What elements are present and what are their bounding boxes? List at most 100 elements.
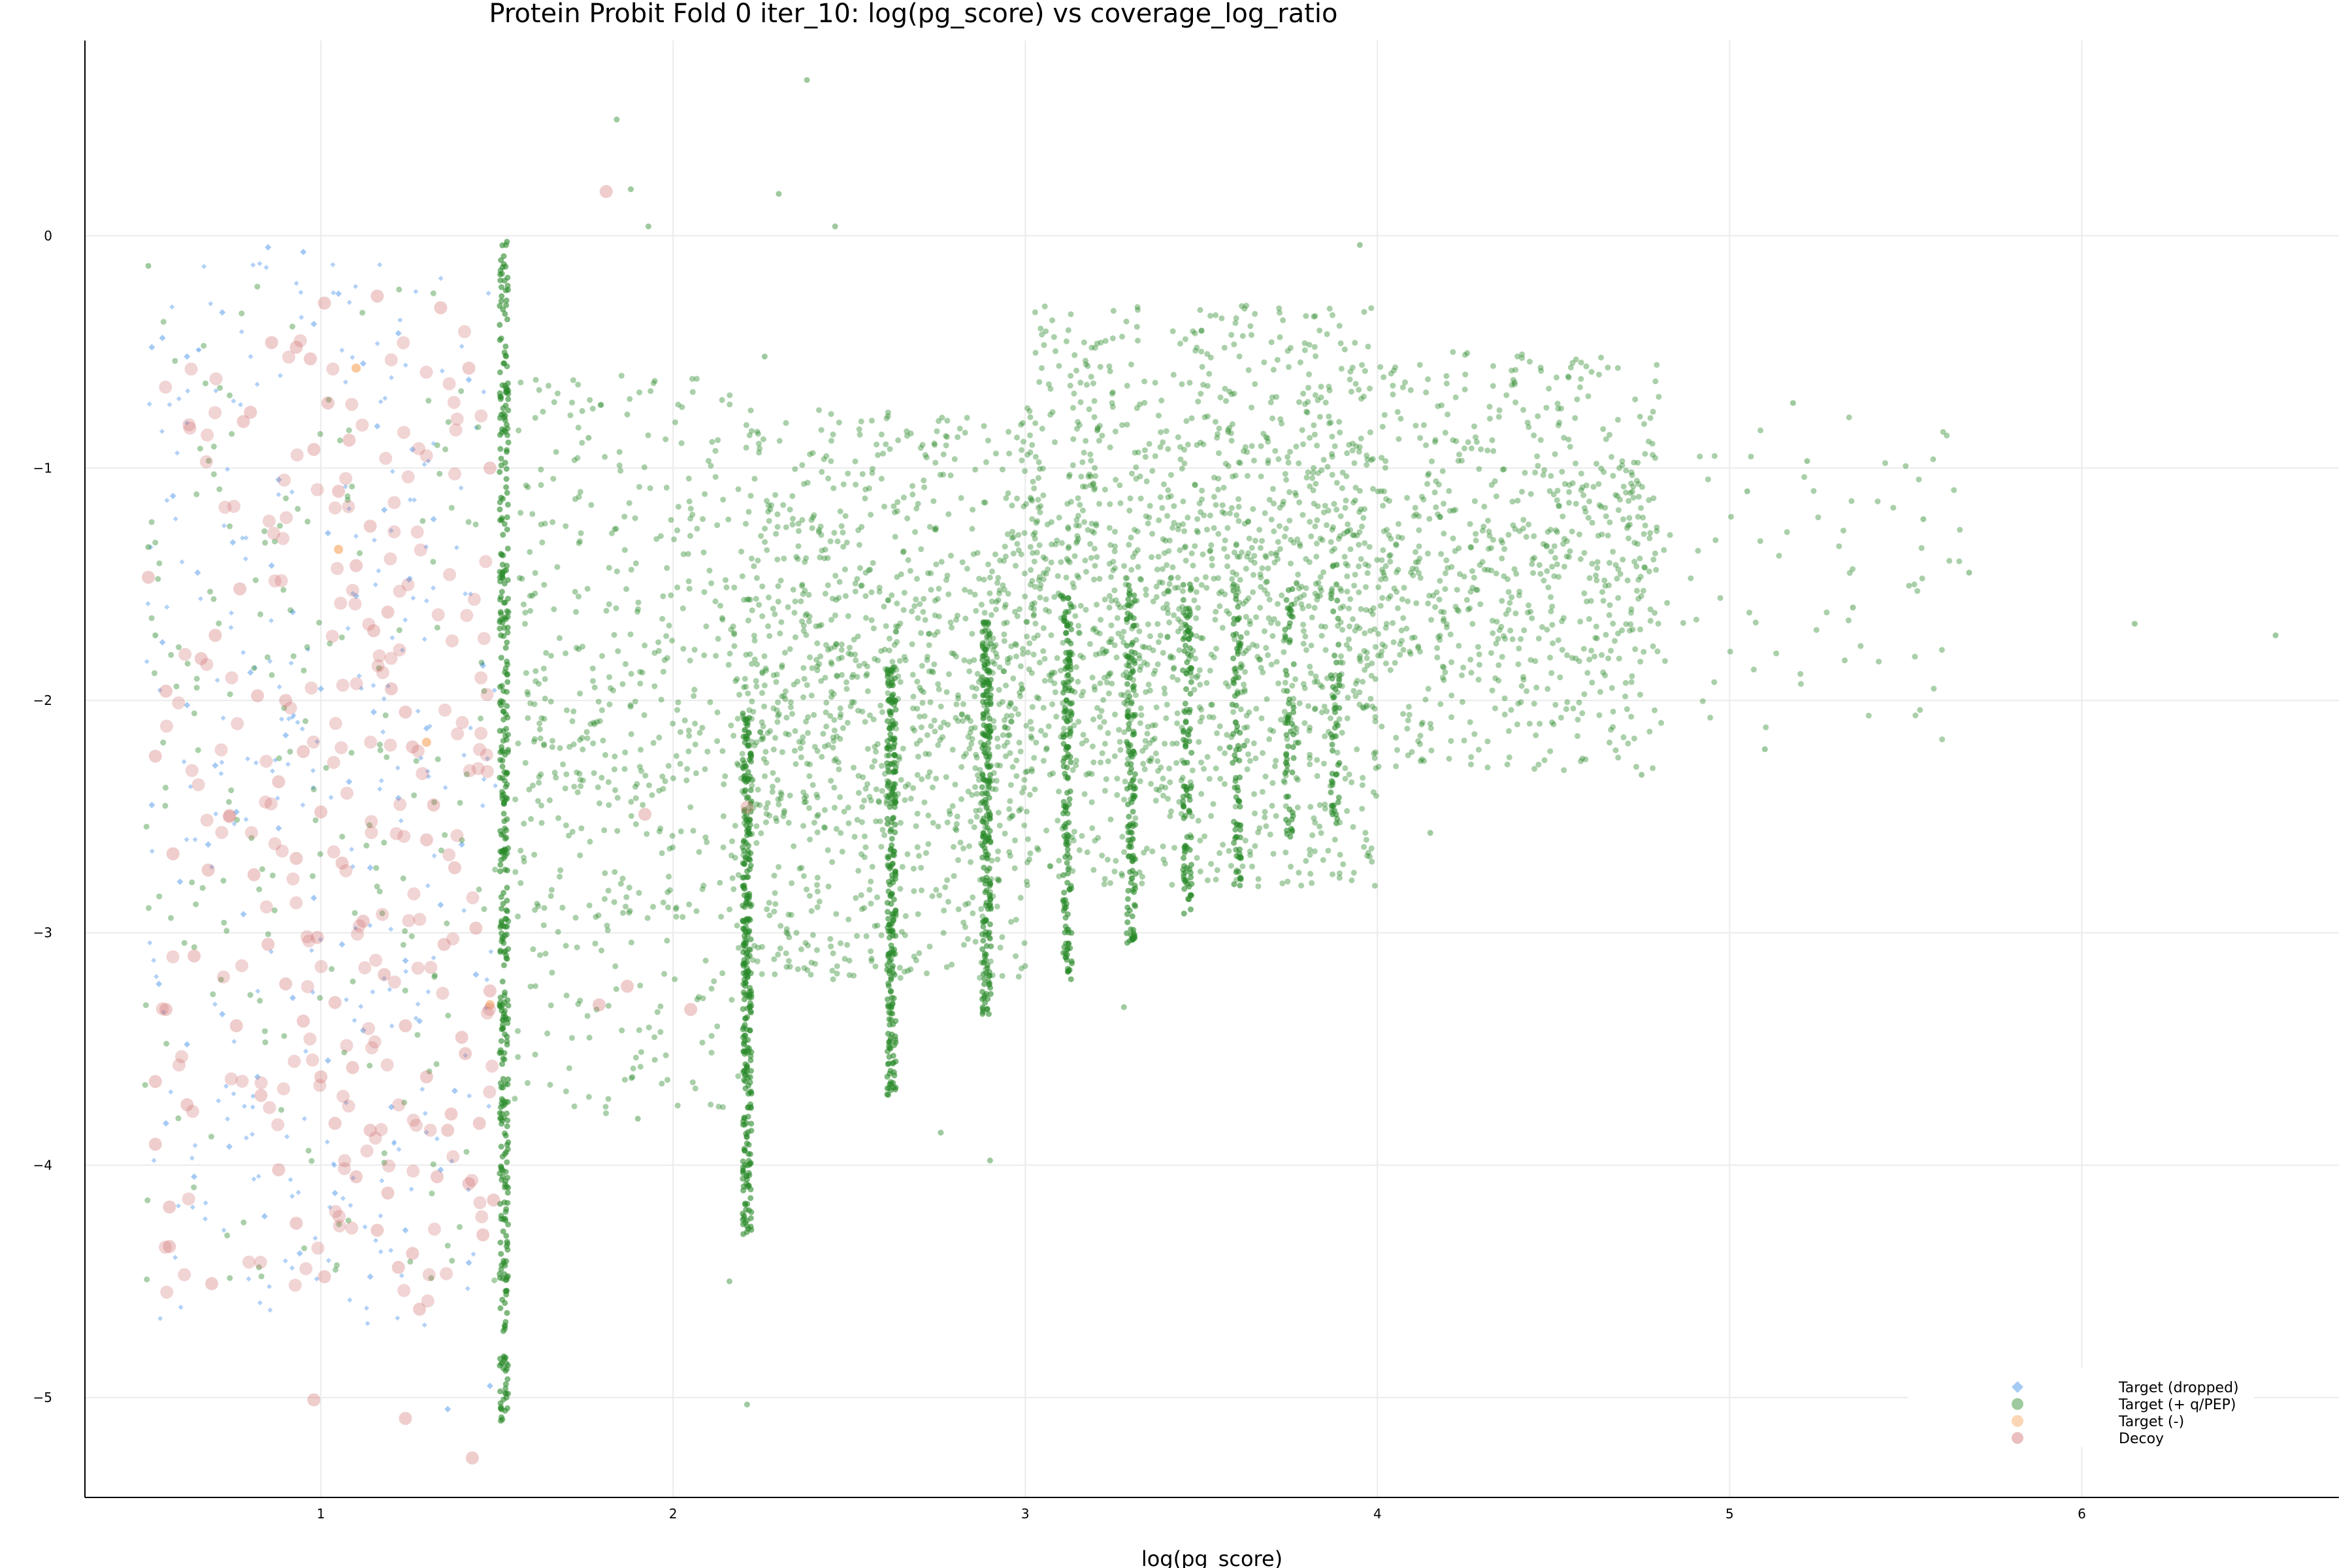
point-target-qpep — [1399, 596, 1405, 602]
point-target-qpep — [543, 649, 549, 656]
point-target-qpep — [700, 515, 706, 522]
point-target-dropped — [409, 446, 416, 453]
point-target-qpep — [1164, 562, 1170, 568]
point-target-qpep — [497, 321, 503, 328]
point-target-qpep — [547, 1081, 553, 1088]
point-target-dropped — [344, 997, 350, 1003]
point-target-dropped — [359, 685, 365, 691]
point-target-qpep — [1318, 384, 1324, 390]
point-target-qpep — [958, 764, 965, 770]
point-target-qpep — [1037, 509, 1043, 515]
point-target-qpep — [1159, 504, 1166, 511]
point-target-qpep — [1196, 667, 1203, 674]
point-target-qpep — [914, 810, 921, 817]
point-target-qpep — [785, 911, 792, 918]
point-target-qpep — [1564, 652, 1571, 659]
point-target-qpep — [497, 336, 503, 343]
point-target-qpep — [946, 808, 953, 814]
point-target-qpep — [624, 411, 630, 417]
point-target-qpep — [1102, 338, 1109, 344]
point-target-qpep — [966, 843, 972, 849]
point-target-qpep — [1531, 766, 1538, 772]
point-target-qpep — [1361, 647, 1367, 654]
point-target-qpep — [1024, 405, 1031, 412]
point-target-qpep — [686, 585, 693, 592]
point-target-qpep — [1532, 469, 1539, 476]
point-target-qpep — [1316, 802, 1323, 808]
point-target-qpep — [742, 1085, 749, 1092]
point-target-qpep — [925, 630, 932, 637]
point-target-qpep — [708, 1102, 714, 1108]
point-target-qpep — [1338, 365, 1345, 372]
point-target-qpep — [1079, 459, 1086, 465]
point-target-qpep — [1011, 865, 1018, 872]
point-target-qpep — [1294, 536, 1301, 542]
point-target-qpep — [1010, 550, 1017, 557]
point-target-qpep — [1315, 503, 1321, 510]
point-target-qpep — [759, 690, 766, 696]
point-target-qpep — [500, 1011, 507, 1017]
point-target-qpep — [492, 866, 498, 873]
point-target-qpep — [527, 983, 534, 990]
point-target-qpep — [792, 728, 798, 734]
point-target-qpep — [913, 505, 920, 512]
point-target-qpep — [1773, 650, 1780, 657]
point-target-dropped — [219, 309, 226, 316]
point-target-qpep — [838, 655, 845, 661]
point-target-qpep — [914, 706, 921, 712]
point-target-qpep — [745, 617, 751, 624]
point-target-qpep — [1034, 632, 1041, 639]
point-target-dropped — [246, 1276, 252, 1282]
point-target-qpep — [498, 1143, 504, 1150]
point-target-qpep — [1046, 672, 1053, 679]
point-target-qpep — [1413, 566, 1420, 572]
point-target-qpep — [917, 445, 924, 451]
point-target-qpep — [1147, 758, 1154, 764]
point-target-dropped — [184, 836, 189, 842]
point-target-qpep — [985, 561, 992, 568]
point-target-qpep — [1030, 531, 1037, 538]
point-target-qpep — [962, 924, 968, 930]
point-target-qpep — [1362, 561, 1369, 568]
point-target-qpep — [373, 865, 380, 872]
point-target-dropped — [395, 1315, 400, 1321]
point-target-dropped — [310, 768, 316, 774]
point-target-qpep — [1075, 574, 1082, 581]
point-target-qpep — [829, 858, 836, 865]
point-target-qpep — [1175, 584, 1181, 591]
point-target-qpep — [1210, 714, 1217, 721]
point-target-qpep — [751, 656, 758, 662]
point-target-qpep — [1000, 698, 1006, 705]
point-target-qpep — [660, 899, 666, 906]
point-target-qpep — [664, 889, 671, 896]
point-target-qpep — [1026, 666, 1032, 672]
point-target-qpep — [834, 733, 840, 740]
point-target-qpep — [1075, 495, 1081, 502]
point-target-qpep — [1566, 489, 1573, 495]
point-target-qpep — [1262, 809, 1268, 815]
point-target-qpep — [970, 551, 977, 557]
point-target-dropped — [415, 708, 421, 714]
point-target-qpep — [1514, 721, 1520, 728]
point-target-qpep — [1314, 773, 1320, 779]
point-target-dropped — [231, 398, 237, 404]
point-target-qpep — [787, 699, 794, 706]
point-target-qpep — [377, 747, 384, 753]
point-target-qpep — [1595, 481, 1602, 487]
point-target-qpep — [833, 596, 840, 603]
point-target-qpep — [872, 743, 878, 750]
point-target-qpep — [515, 740, 521, 747]
point-target-dropped — [238, 402, 244, 408]
point-target-qpep — [692, 721, 698, 727]
point-target-qpep — [907, 568, 913, 574]
point-target-qpep — [945, 671, 952, 678]
point-target-qpep — [1311, 815, 1317, 821]
point-target-qpep — [937, 737, 943, 743]
point-target-qpep — [1650, 556, 1657, 563]
point-target-qpep — [310, 786, 317, 792]
point-target-qpep — [989, 568, 996, 575]
point-target-qpep — [1514, 497, 1521, 504]
point-target-qpep — [1462, 371, 1469, 378]
point-target-qpep — [823, 700, 830, 706]
point-target-qpep — [546, 797, 553, 804]
